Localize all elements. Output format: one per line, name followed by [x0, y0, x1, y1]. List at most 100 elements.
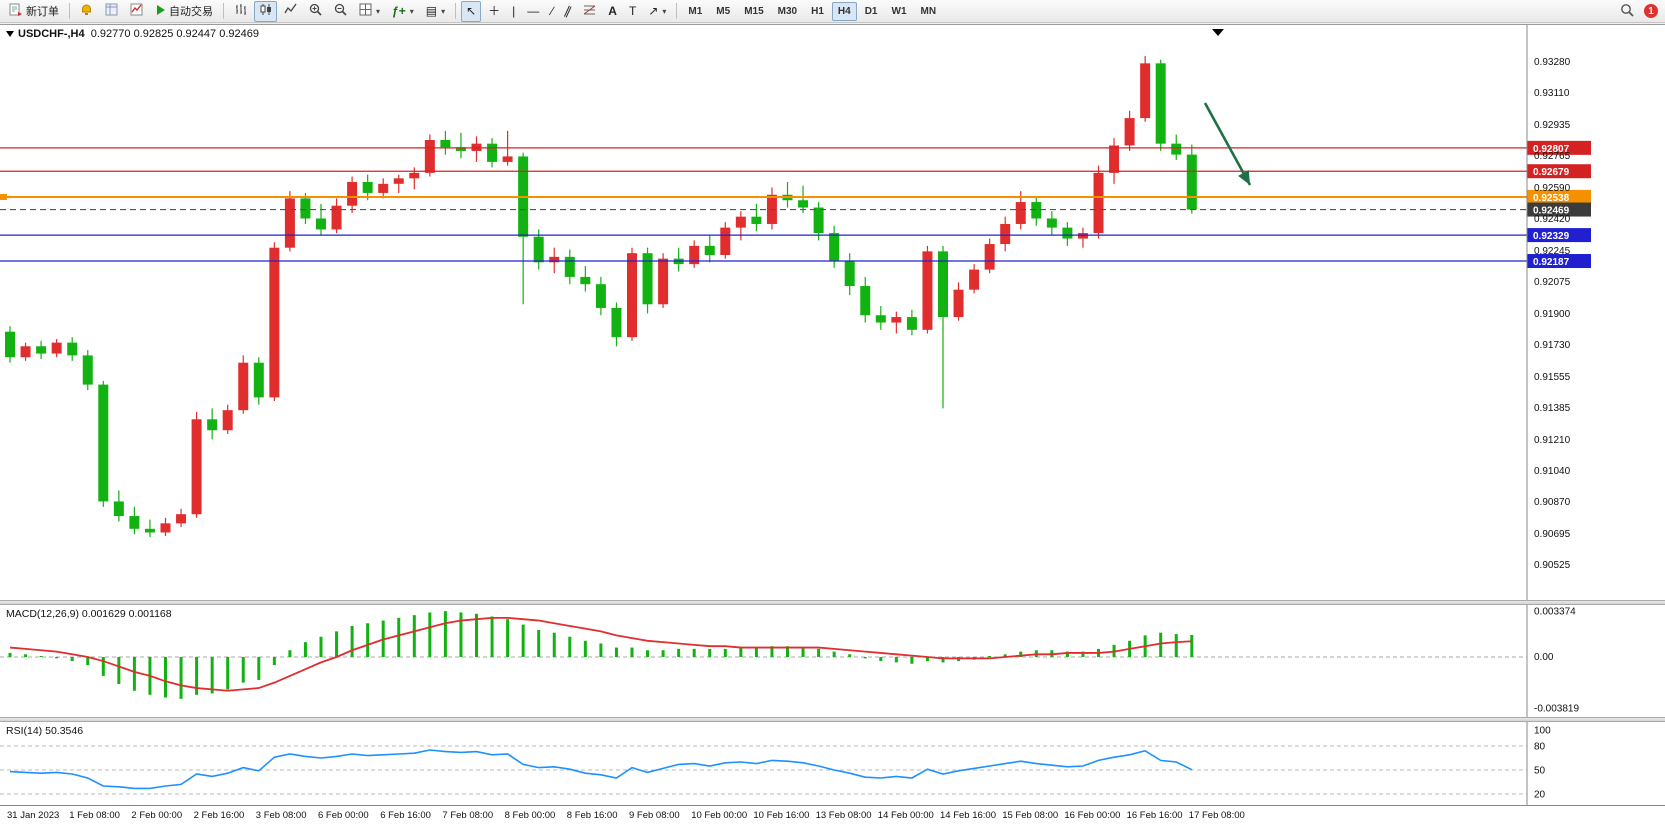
timeframe-button-h4[interactable]: H4 — [831, 1, 857, 21]
charts-button[interactable] — [125, 1, 148, 22]
price-axis-tick: 0.92075 — [1534, 277, 1571, 288]
time-axis[interactable]: 31 Jan 2023 1 Feb 08:00 2 Feb 00:00 2 Feb 1… — [0, 805, 1665, 836]
macd-bar — [521, 624, 525, 657]
candle-body — [331, 205, 342, 230]
price-axis-tick: 0.91730 — [1534, 340, 1571, 351]
timeframe-button-w1[interactable]: W1 — [891, 5, 907, 17]
panel-splitter[interactable] — [0, 600, 1665, 605]
search-button[interactable] — [1615, 1, 1639, 22]
candle-body — [969, 269, 980, 290]
macd-bar — [117, 657, 121, 684]
macd-bar — [1065, 651, 1069, 657]
macd-signal-line — [9, 616, 1192, 692]
line-chart-type-button[interactable] — [279, 1, 302, 22]
price-chart-canvas[interactable]: 0.92807 0.92679 0.92538 0.92469 0.92329 0.921… — [0, 25, 1665, 600]
chart-window: USDCHF-,H4 0.92770 0.92825 0.92447 0.924… — [0, 24, 1665, 836]
candle-body — [269, 247, 280, 398]
timeframe-button-m30[interactable]: M30 — [777, 5, 798, 17]
price-axis-tick: 0.90870 — [1534, 497, 1571, 508]
candle-body — [5, 331, 15, 358]
price-axis-tick: 0.91040 — [1534, 466, 1571, 477]
vertical-line-tool-button[interactable]: | — [507, 1, 520, 22]
price-label-box — [1527, 254, 1591, 269]
toolbar-separator — [676, 3, 678, 19]
macd-panel[interactable]: MACD(12,26,9) 0.001629 0.001168 0.003374… — [0, 605, 1665, 717]
candle-body — [689, 245, 700, 265]
price-axis-tick: 0.92765 — [1534, 151, 1571, 162]
candle-body — [875, 315, 886, 323]
candle-body — [1171, 143, 1182, 155]
zoom-in-button[interactable] — [304, 1, 327, 22]
rsi-panel[interactable]: RSI(14) 50.3546 100 80 50 20 — [0, 722, 1665, 805]
chart-title-overlay: USDCHF-,H4 0.92770 0.92825 0.92447 0.924… — [6, 28, 259, 40]
candle-body — [658, 258, 669, 305]
timeframe-button-d1[interactable]: D1 — [864, 5, 878, 17]
candle-body — [704, 245, 715, 255]
annotation-arrow-head — [1238, 170, 1250, 185]
tile-windows-button[interactable]: ▾ — [354, 1, 385, 22]
time-axis-label: 2 Feb 00:00 — [131, 810, 183, 821]
timeframe-toolbar: M1 M5 M15 M30 H1 H4 D1 W1 MN — [681, 1, 943, 21]
time-axis-label: 16 Feb 16:00 — [1126, 810, 1183, 821]
candle-body — [860, 286, 871, 316]
text-tool-button[interactable]: A — [603, 1, 622, 22]
time-axis-label: 7 Feb 08:00 — [442, 810, 494, 821]
macd-bar — [988, 656, 992, 657]
candle-body — [160, 523, 171, 533]
candle-body — [191, 419, 202, 515]
timeframe-button-mn[interactable]: MN — [920, 5, 937, 17]
price-label-box — [1527, 164, 1591, 179]
alerts-button[interactable] — [75, 1, 98, 22]
alerts-icon — [80, 3, 93, 19]
rsi-canvas[interactable]: 100 80 50 20 — [0, 722, 1665, 805]
fibonacci-tool-button[interactable] — [578, 1, 601, 22]
templates-icon: ▤ — [425, 4, 438, 18]
macd-bar — [24, 654, 28, 657]
macd-bar — [39, 656, 43, 657]
macd-bar — [925, 657, 929, 662]
macd-bar — [910, 657, 914, 664]
price-label-box — [1527, 189, 1591, 204]
arrows-tool-button[interactable]: ↗ ▾ — [643, 1, 671, 22]
channel-tool-button[interactable]: ∥ — [560, 1, 576, 22]
chart-shift-marker — [1212, 29, 1224, 36]
macd-bar — [179, 657, 183, 699]
candlestick-chart-type-button[interactable] — [254, 0, 277, 22]
notification-badge[interactable]: 1 — [1644, 4, 1658, 18]
crosshair-tool-button[interactable]: ＋ — [483, 1, 505, 22]
timeframe-button-h1[interactable]: H1 — [811, 5, 824, 17]
trendline-tool-button[interactable]: ∕ — [546, 1, 558, 22]
templates-button[interactable]: ▤ ▾ — [421, 1, 450, 22]
macd-canvas[interactable]: 0.003374 0.00 -0.003819 — [0, 605, 1665, 717]
macd-bar — [288, 650, 292, 657]
macd-axis-tick: 0.003374 — [1534, 606, 1576, 617]
time-axis-label: 31 Jan 2023 — [7, 810, 60, 821]
candle-body — [51, 342, 62, 354]
macd-bar — [164, 657, 167, 698]
new-order-button[interactable]: 新订单 — [4, 1, 64, 22]
label-tool-button[interactable]: T — [624, 1, 641, 22]
price-chart-panel[interactable]: USDCHF-,H4 0.92770 0.92825 0.92447 0.924… — [0, 25, 1665, 600]
auto-trading-button[interactable]: 自动交易 — [150, 1, 218, 22]
time-axis-label: 6 Feb 16:00 — [380, 810, 431, 821]
horizontal-line-tool-button[interactable]: — — [522, 1, 544, 22]
zoom-out-button[interactable] — [329, 1, 352, 22]
price-axis-tick: 0.91385 — [1534, 403, 1571, 414]
timeframe-button-m5[interactable]: M5 — [716, 5, 731, 17]
timeframe-button-m15[interactable]: M15 — [744, 5, 764, 17]
bar-chart-type-button[interactable] — [229, 1, 252, 22]
timeframe-button-m1[interactable]: M1 — [688, 5, 703, 17]
macd-bar — [335, 631, 339, 657]
macd-bar — [630, 647, 634, 657]
macd-bar — [350, 625, 354, 657]
market-watch-button[interactable] — [100, 1, 123, 22]
chart-symbol-period: USDCHF-,H4 — [18, 28, 85, 40]
panel-splitter[interactable] — [0, 717, 1665, 722]
price-axis-tick: 0.91900 — [1534, 309, 1571, 320]
time-axis-label: 3 Feb 08:00 — [255, 810, 307, 821]
one-click-trading-collapse-icon[interactable] — [6, 31, 14, 38]
cursor-tool-button[interactable]: ↖ — [461, 0, 482, 22]
macd-bar — [428, 612, 432, 657]
price-label-text: 0.92538 — [1533, 193, 1570, 204]
indicators-button[interactable]: ƒ+ ▾ — [387, 1, 419, 22]
